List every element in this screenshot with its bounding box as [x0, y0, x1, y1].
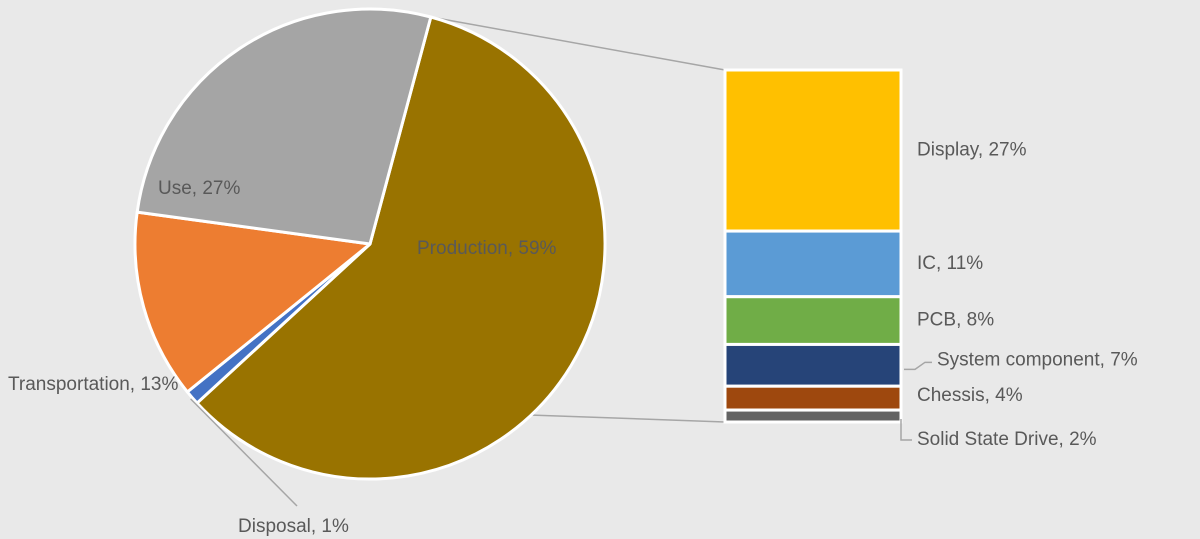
leader-line-solid-state-drive	[900, 419, 912, 441]
pie-label-disposal: Disposal, 1%	[238, 516, 349, 537]
bar-segment-solid-state-drive	[723, 408, 903, 424]
pie-slice-production	[195, 15, 607, 481]
pie-label-production: Production, 59%	[417, 238, 557, 259]
leader-line-system-component	[904, 361, 932, 371]
pie-label-transportation: Transportation, 13%	[8, 374, 178, 395]
pie-slice-transportation	[133, 210, 372, 394]
data-labels: Production, 59% Disposal, 1% Transportatio…	[8, 140, 1138, 537]
pie-label-use: Use, 27%	[158, 178, 240, 199]
pie	[133, 7, 607, 481]
bar-segment-ic	[723, 229, 903, 299]
bar-label-pcb: PCB, 8%	[917, 310, 994, 331]
bar-label-chessis: Chessis, 4%	[917, 385, 1023, 406]
bar-label-ic: IC, 11%	[917, 253, 983, 274]
bar-segment-display	[723, 68, 903, 233]
pie-slice-use	[135, 7, 433, 246]
bar-label-solid-state-drive: Solid State Drive, 2%	[917, 429, 1097, 450]
breakdown-bar	[723, 68, 903, 424]
bar-segment-chessis	[723, 384, 903, 412]
leader-line-disposal	[190, 398, 298, 507]
bar-label-display: Display, 27%	[917, 140, 1027, 161]
connector-line-top	[430, 16, 726, 71]
bar-label-system-component: System component, 7%	[937, 349, 1138, 370]
bar-segment-system-component	[723, 342, 903, 388]
bar-segment-pcb	[723, 295, 903, 346]
